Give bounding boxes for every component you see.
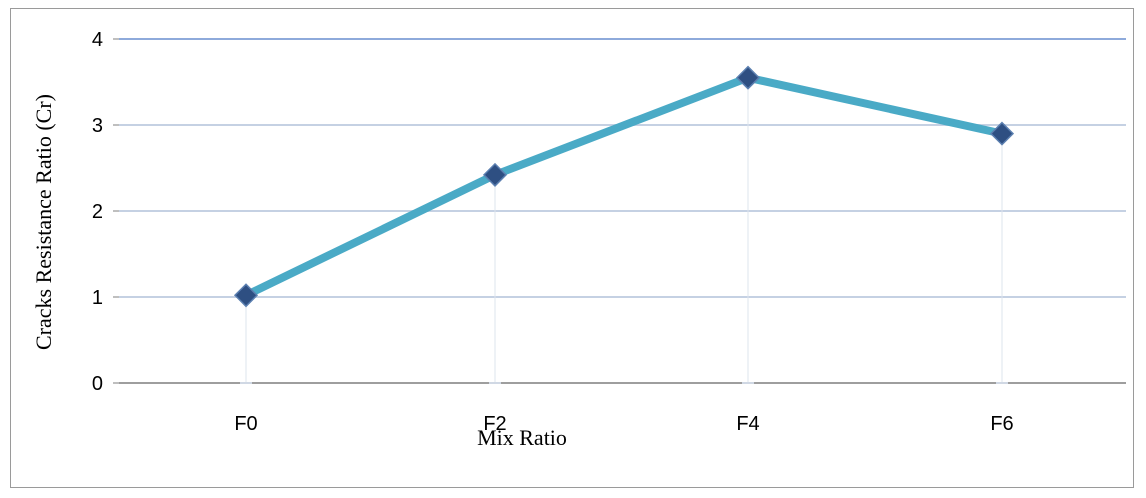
axes: [113, 38, 1126, 384]
y-axis-title: Cracks Resistance Ratio (Cr): [31, 94, 56, 350]
x-tick-label: F4: [736, 413, 759, 435]
x-tick-label: F6: [990, 413, 1013, 435]
y-tick-label: 0: [92, 373, 103, 395]
y-tick-label: 4: [92, 29, 103, 51]
data-point-marker: [735, 65, 761, 90]
y-tick-label: 3: [92, 115, 103, 137]
x-tick-label: F2: [483, 413, 506, 435]
y-tick-label: 2: [92, 201, 103, 223]
series-line: [242, 73, 1006, 300]
chart-frame: [10, 8, 1134, 488]
data-point-marker: [233, 283, 259, 308]
x-axis-title: Mix Ratio: [477, 425, 567, 450]
x-tick-label: F0: [234, 413, 257, 435]
gridlines: [119, 38, 1126, 298]
data-point-marker: [989, 121, 1015, 146]
y-tick-label: 1: [92, 287, 103, 309]
data-point-marker: [482, 162, 508, 187]
droplines: [245, 77, 1003, 383]
series-layer: [233, 65, 1015, 308]
tick-labels: 0 1 2 3 4 F0 F2 F4 F6: [92, 29, 1014, 435]
